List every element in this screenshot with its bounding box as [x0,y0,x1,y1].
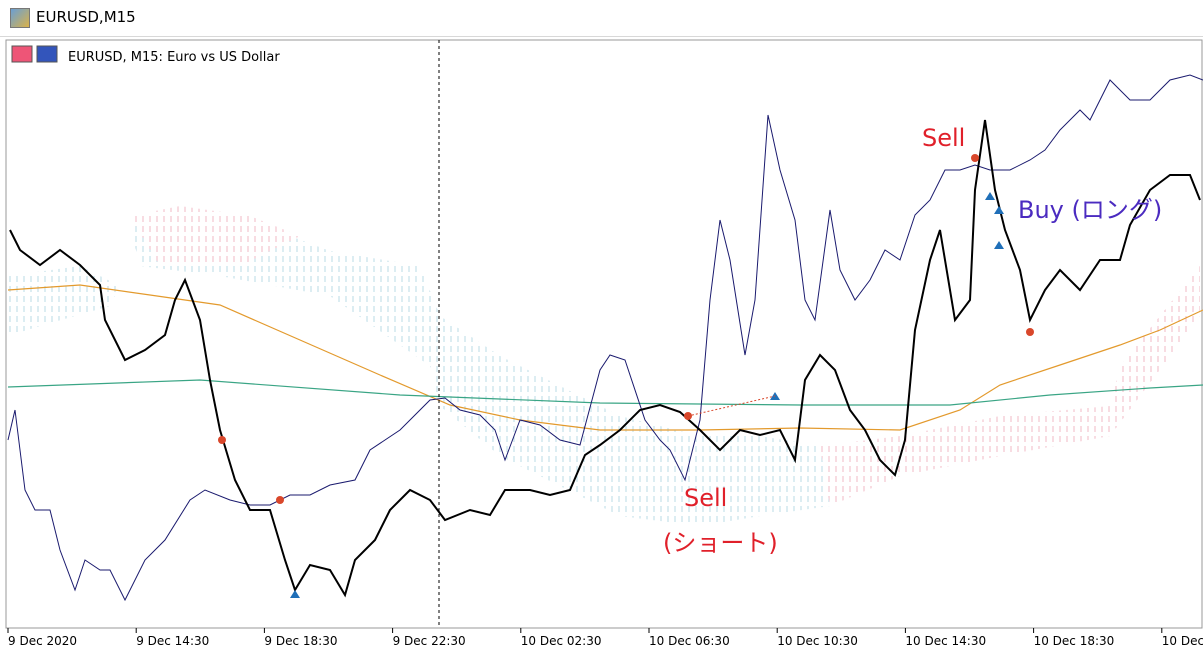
trade-line [687,395,776,417]
cloud [8,266,120,336]
moving-average [7,284,1203,431]
title-bar: EURUSD,M15 [0,0,1203,37]
x-axis: 9 Dec 2020 9 Dec 14:30 9 Dec 18:30 9 Dec 22… [7,628,1203,648]
x-tick-label: 9 Dec 2020 [8,634,77,648]
cloud [820,266,1200,506]
cloud [130,216,830,526]
annotation: (ショート) [663,529,778,557]
x-tick-label: 9 Dec 22:30 [393,634,466,648]
toolbar-icon [11,45,33,63]
x-tick-label: 10 Dec [1162,634,1203,648]
annotation: Sell [684,484,727,512]
moving-average [7,379,1203,406]
x-tick-label: 10 Dec 18:30 [1034,634,1115,648]
app-icon [10,8,30,28]
chart-window: EURUSD, M15: Euro vs US Dollar Sell Buy … [5,39,1203,648]
window-title: EURUSD,M15 [36,8,136,26]
chart-frame [5,39,1203,629]
x-tick-label: 10 Dec 02:30 [521,634,602,648]
x-tick-label: 10 Dec 10:30 [777,634,858,648]
x-tick-label: 10 Dec 06:30 [649,634,730,648]
x-tick-label: 10 Dec 14:30 [905,634,986,648]
chart-header: EURUSD, M15: Euro vs US Dollar [68,50,280,65]
sell-markers [218,154,1034,504]
cloud [130,206,300,266]
x-tick-label: 9 Dec 18:30 [264,634,337,648]
annotation: Sell [922,124,965,152]
toolbar-icon [36,45,58,63]
annotation: Buy (ロング) [1018,196,1162,224]
x-tick-label: 9 Dec 14:30 [136,634,209,648]
